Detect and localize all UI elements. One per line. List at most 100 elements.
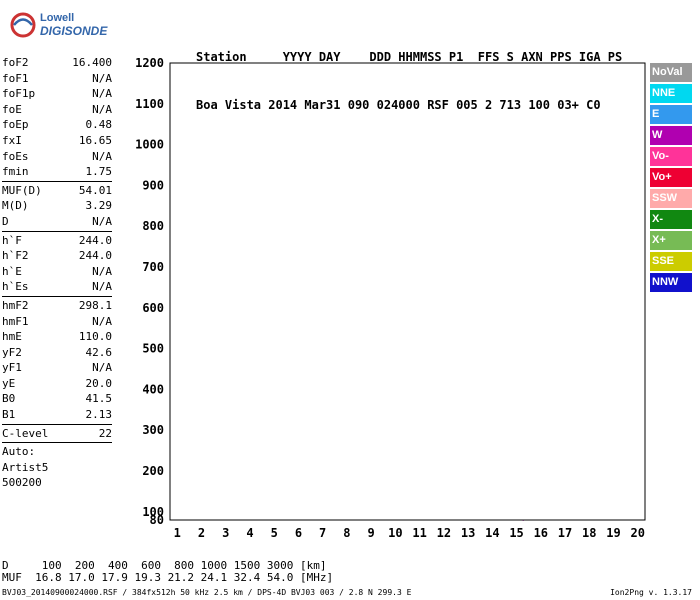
param-value: 16.65 (78, 133, 112, 147)
param-value: 244.0 (78, 233, 112, 247)
y-tick-label: 700 (142, 260, 164, 274)
param-name: B0 (2, 392, 16, 406)
param-row: h`F2 244.0 (2, 248, 112, 264)
param-row: foE N/A (2, 102, 112, 118)
param-name: foEp (2, 118, 29, 132)
param-name: M(D) (2, 199, 29, 213)
param-name: h`F2 (2, 249, 29, 263)
param-row: foEs N/A (2, 149, 112, 165)
plot-frame (169, 62, 646, 521)
y-tick-label: 500 (142, 342, 164, 356)
x-tick-label: 7 (319, 526, 326, 540)
param-row: C-level 22 (2, 426, 112, 442)
x-tick-label: 19 (606, 526, 620, 540)
param-name: Artist5 (2, 460, 49, 474)
x-tick-label: 2 (198, 526, 205, 540)
param-name: foF1p (2, 87, 36, 101)
y-tick-label: 1200 (135, 56, 164, 70)
param-name: foE (2, 102, 22, 116)
param-row: foF2 16.400 (2, 55, 112, 71)
param-name: fmin (2, 165, 29, 179)
param-row: hmE 110.0 (2, 329, 112, 345)
legend-item: SSE (650, 252, 692, 271)
x-tick-label: 20 (631, 526, 645, 540)
y-tick-label: 80 (150, 513, 164, 527)
param-row: Auto: (2, 444, 112, 460)
parameter-list: foF2 16.400 foF1 N/A foF1p N/A foE N/A foEp 0.48 f… (2, 55, 112, 491)
x-tick-label: 5 (271, 526, 278, 540)
x-tick-label: 14 (485, 526, 499, 540)
station-header: Station YYYY DAY DDD HHMMSS P1 FFS S AXN… (196, 17, 622, 129)
param-separator (2, 423, 112, 425)
chart-axes: 1 2 3 4 5 6 7 8 9 10 11 12 13 14 15 16 17 18 19 20801002003… (135, 56, 646, 540)
y-tick-label: 300 (142, 423, 164, 437)
param-name: foEs (2, 149, 29, 163)
x-tick-label: 11 (412, 526, 426, 540)
x-tick-label: 8 (343, 526, 350, 540)
param-value: N/A (92, 71, 112, 85)
param-name: MUF(D) (2, 183, 42, 197)
distance-row: D 100 200 400 600 800 1000 1500 3000 [km… (2, 559, 327, 572)
version-label: Ion2Png v. 1.3.17 (610, 588, 692, 597)
param-separator (2, 230, 112, 232)
param-row: yF1 N/A (2, 360, 112, 376)
logo-line1: Lowell (40, 12, 75, 24)
param-separator (2, 180, 112, 182)
param-value: 110.0 (78, 330, 112, 344)
param-name: foF2 (2, 56, 29, 69)
x-tick-label: 16 (534, 526, 548, 540)
y-tick-label: 400 (142, 382, 164, 396)
param-row: h`F 244.0 (2, 233, 112, 249)
param-row: foEp 0.48 (2, 117, 112, 133)
param-row: B0 41.5 (2, 391, 112, 407)
param-value: 2.13 (85, 408, 113, 422)
legend-item: W (650, 126, 692, 145)
digisonde-logo-icon (10, 12, 36, 38)
param-name: B1 (2, 408, 16, 422)
param-row: D N/A (2, 214, 112, 230)
param-value: 3.29 (85, 199, 113, 213)
param-name: yF2 (2, 345, 22, 359)
x-tick-label: 6 (295, 526, 302, 540)
legend-item: NNE (650, 84, 692, 103)
header-labels: Station YYYY DAY DDD HHMMSS P1 FFS S AXN… (196, 50, 623, 64)
param-name: C-level (2, 426, 49, 440)
param-value: N/A (92, 361, 112, 375)
y-tick-label: 900 (142, 178, 164, 192)
param-name: h`E (2, 264, 22, 278)
legend: NoVal NNE E W Vo- Vo+ SSW X- X+ SSE NNW (650, 63, 692, 294)
param-row: M(D) 3.29 (2, 198, 112, 214)
legend-item: X- (650, 210, 692, 229)
param-name: hmF2 (2, 298, 29, 312)
legend-item: E (650, 105, 692, 124)
param-value: N/A (92, 264, 112, 278)
y-tick-label: 100 (142, 505, 164, 519)
lowell-digisonde-logo: Lowell DIGISONDE (6, 8, 126, 44)
param-name: yE (2, 376, 16, 390)
header-values: Boa Vista 2014 Mar31 090 024000 RSF 005 … (196, 98, 601, 112)
param-row: yF2 42.6 (2, 345, 112, 361)
param-value: 22 (98, 426, 112, 440)
x-tick-label: 4 (246, 526, 253, 540)
param-row: h`E N/A (2, 264, 112, 280)
logo-line2: DIGISONDE (40, 24, 108, 38)
param-value: 54.01 (78, 183, 112, 197)
param-value: N/A (92, 149, 112, 163)
param-value: N/A (92, 214, 112, 228)
param-value: N/A (92, 87, 112, 101)
x-tick-label: 12 (437, 526, 451, 540)
param-value: 16.400 (72, 56, 112, 69)
legend-item: Vo- (650, 147, 692, 166)
param-row: yE 20.0 (2, 376, 112, 392)
param-row: B1 2.13 (2, 407, 112, 423)
param-value: 1.75 (85, 165, 113, 179)
legend-item: SSW (650, 189, 692, 208)
param-value: 20.0 (85, 376, 113, 390)
x-tick-label: 13 (461, 526, 475, 540)
y-tick-label: 800 (142, 219, 164, 233)
y-tick-label: 1000 (135, 138, 164, 152)
x-tick-label: 18 (582, 526, 596, 540)
param-row: foF1p N/A (2, 86, 112, 102)
param-row: foF1 N/A (2, 71, 112, 87)
